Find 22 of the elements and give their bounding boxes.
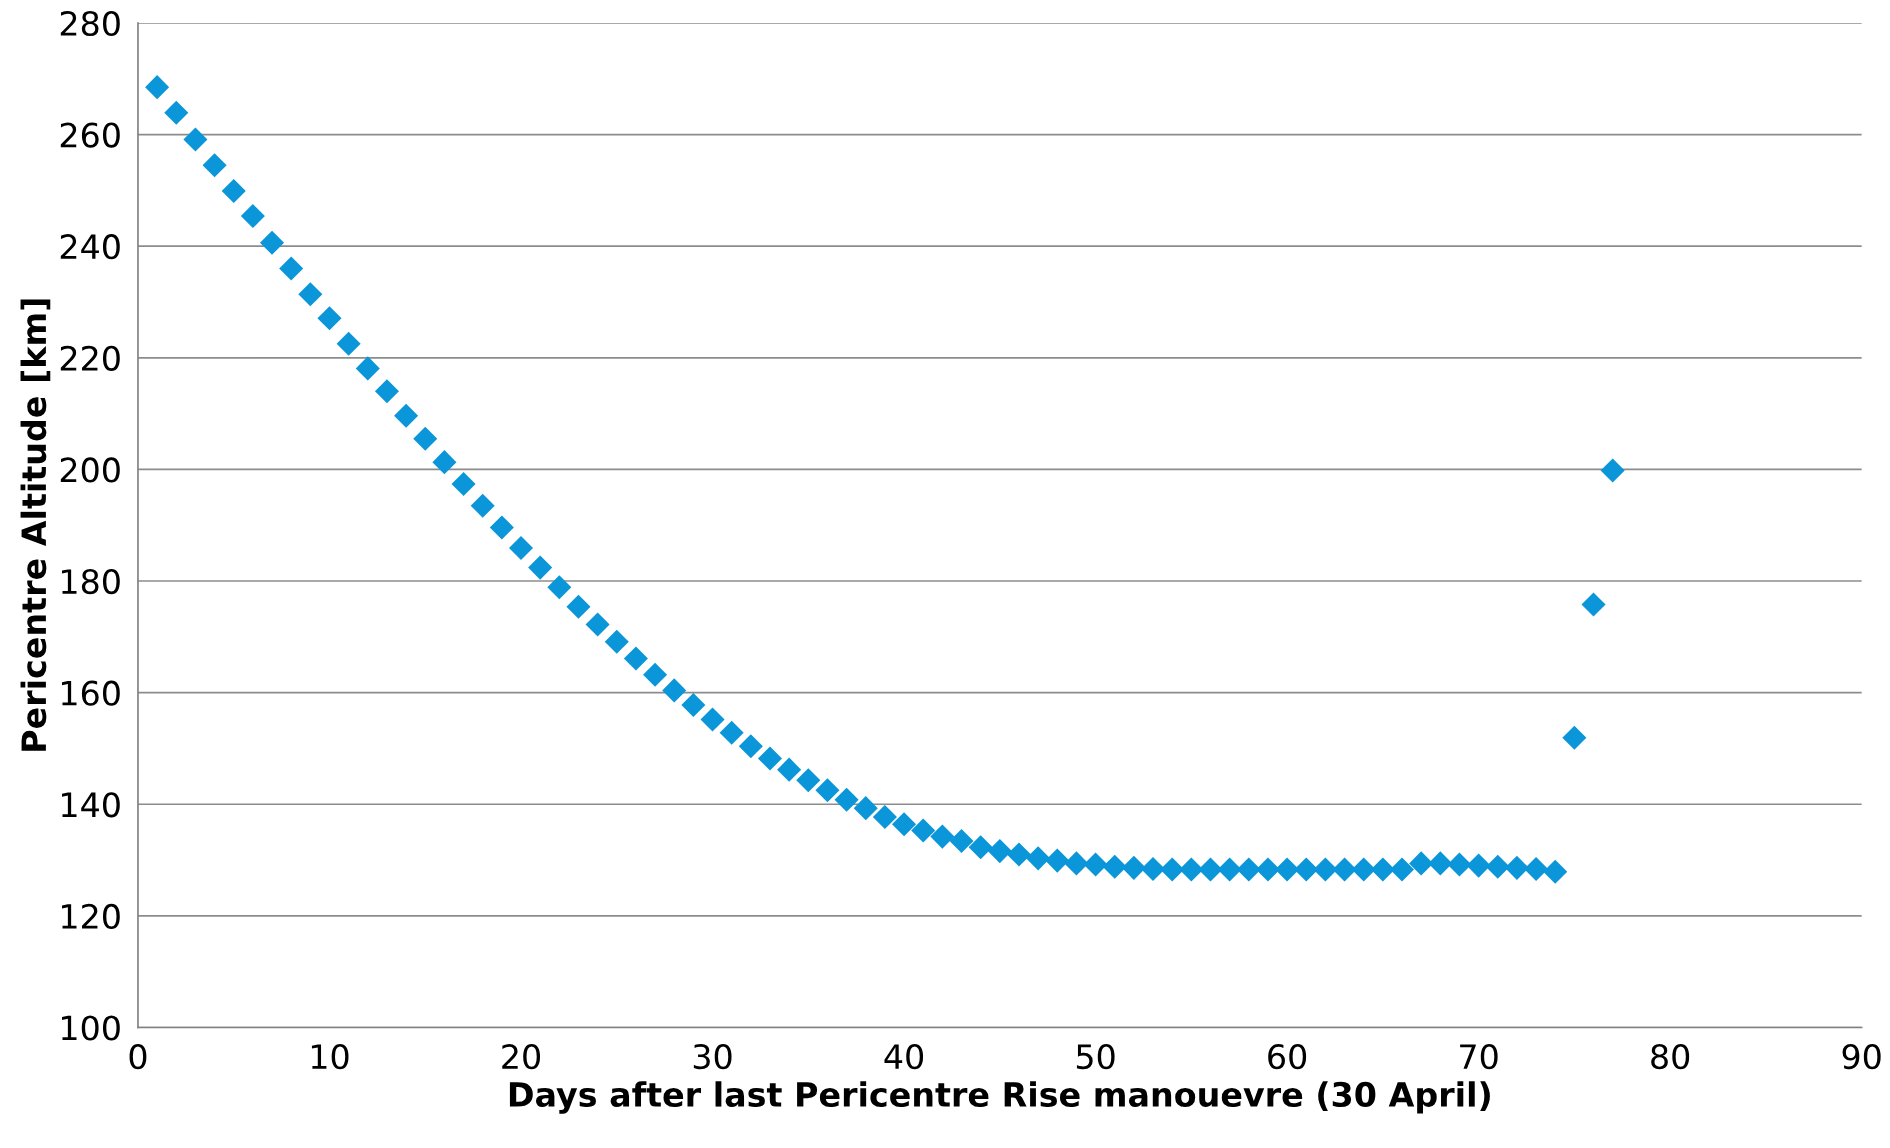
x-tick-label: 40 [884, 1044, 924, 1070]
x-tick-label: 90 [1842, 1044, 1881, 1070]
y-tick-label: 140 [62, 792, 120, 818]
x-tick-label: 80 [1651, 1044, 1690, 1070]
y-axis-title: Pericentre Altitude [km] [20, 299, 51, 751]
y-tick-label: 280 [60, 10, 120, 37]
y-tick-label: 120 [62, 903, 120, 929]
y-tick-label: 220 [60, 345, 120, 371]
x-tick-label: 20 [502, 1044, 540, 1070]
y-tick-label: 160 [62, 680, 120, 706]
x-tick-label: 60 [1268, 1044, 1307, 1070]
x-tick-label: 70 [1460, 1044, 1498, 1070]
y-tick-label: 240 [60, 234, 120, 260]
x-tick-label: 50 [1076, 1044, 1115, 1070]
y-tick-label: 260 [60, 122, 120, 148]
x-axis-title: Days after last Pericentre Rise manouevre (30 April) [509, 1081, 1490, 1114]
x-tick-label: 10 [311, 1044, 349, 1070]
x-tick-label: 30 [693, 1044, 732, 1070]
y-tick-label: 200 [60, 457, 120, 483]
y-tick-label: 100 [62, 1015, 120, 1041]
x-tick-label: 0 [129, 1044, 147, 1070]
y-tick-label: 180 [62, 568, 120, 595]
